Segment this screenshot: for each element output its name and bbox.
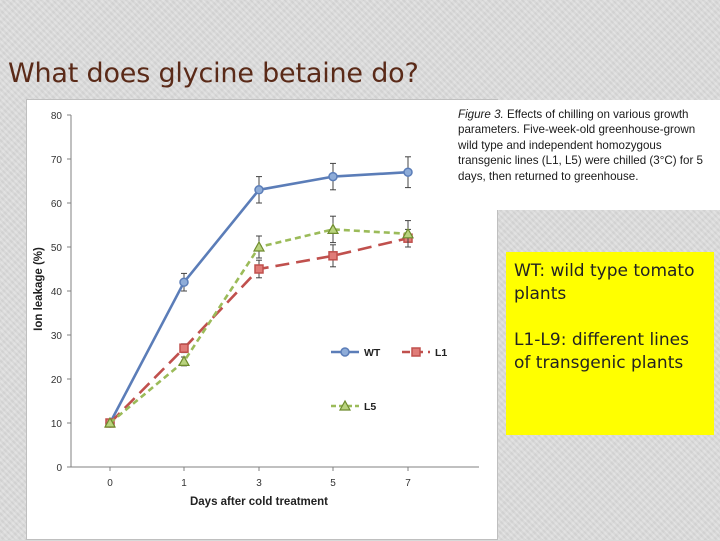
data-point-wt [179,277,189,287]
legend-label: L5 [364,401,376,413]
note-box: WT: wild type tomato plants L1-L9: diffe… [506,252,714,435]
y-tick-label: 80 [51,111,63,122]
data-point-l5 [326,223,340,234]
x-tick-label: 7 [405,478,411,489]
data-point-l5 [401,227,415,239]
legend-swatch-marker [411,347,421,357]
x-tick-label: 5 [330,478,336,489]
legend-label: L1 [435,347,447,359]
data-point-wt [403,167,413,177]
legend-swatch-marker [338,399,352,411]
data-point-wt [328,171,338,182]
x-tick-label: 1 [181,478,187,489]
chart-panel: 0 10 20 30 40 50 60 70 80 0 1 3 5 7 Days after cold tr… [26,99,498,540]
ion-leakage-chart: 0 10 20 30 40 50 60 70 80 0 1 3 5 7 Days after cold tr… [33,111,479,508]
data-point-l1 [254,264,264,274]
x-axis-title: Days after cold treatment [190,496,328,508]
data-point-l5 [103,416,117,428]
y-tick-label: 10 [51,419,63,430]
data-point-wt [254,185,264,195]
figure-label: Figure 3. [458,108,504,121]
data-point-l5 [177,355,191,366]
y-tick-label: 60 [51,199,63,210]
legend-swatch-marker [340,347,350,357]
y-tick-label: 70 [51,155,63,166]
legend-entry-l1: L1 [402,347,447,359]
series-line-wt [108,170,409,424]
y-tick-label: 0 [56,463,62,474]
x-tick-label: 0 [107,478,113,489]
series-l5 [103,215,415,428]
data-point-l1 [328,251,338,261]
y-tick-label: 20 [51,375,63,386]
figure-caption: Figure 3. Effects of chilling on various… [452,100,720,210]
legend-entry-l5: L5 [331,399,376,413]
x-tick-label: 3 [256,478,262,489]
y-axis-title: Ion leakage (%) [33,247,45,331]
y-tick-label: 30 [51,331,63,342]
note-lines-definition: L1-L9: different lines of transgenic pla… [514,330,689,373]
data-point-l5 [252,240,266,252]
y-tick-label: 50 [51,243,63,254]
slide-title: What does glycine betaine do? [8,58,419,89]
legend-entry-wt: WT [331,347,381,359]
note-wt-definition: WT: wild type tomato plants [514,261,695,304]
data-point-l1 [179,343,189,353]
series-l1 [105,228,413,428]
y-tick-label: 40 [51,287,63,298]
figure-caption-text: Effects of chilling on various growth pa… [458,108,703,183]
legend-label: WT [364,347,381,359]
